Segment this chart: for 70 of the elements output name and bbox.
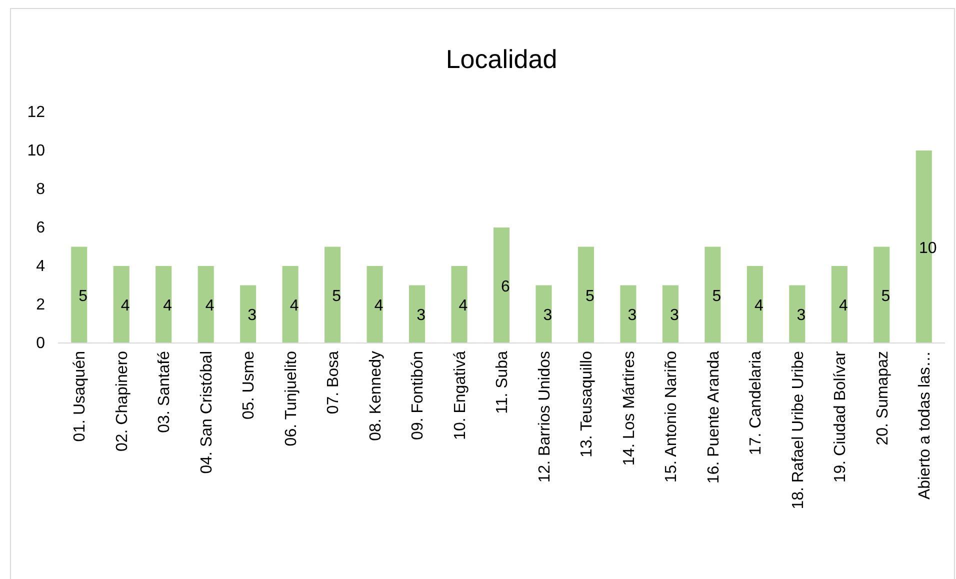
bar bbox=[662, 285, 678, 343]
bar bbox=[282, 266, 298, 343]
bar bbox=[536, 285, 552, 343]
data-label: 3 bbox=[796, 307, 806, 324]
x-tick-label: 18. Rafael Uribe Uribe bbox=[790, 350, 807, 510]
bar bbox=[366, 266, 383, 343]
x-tick-label: 11. Suba bbox=[494, 350, 512, 414]
data-label: 10 bbox=[918, 240, 937, 257]
x-tick-label: 02. Chapinero bbox=[114, 350, 131, 452]
x-tick-label: 08. Kennedy bbox=[367, 351, 384, 441]
data-label: 4 bbox=[120, 298, 130, 314]
data-label: 4 bbox=[754, 298, 764, 314]
data-label: 4 bbox=[290, 298, 299, 314]
x-tick-label: 12. Barrios Unidos bbox=[536, 351, 554, 483]
y-tick-label: 6 bbox=[36, 220, 46, 237]
bar bbox=[789, 285, 806, 343]
data-label: 3 bbox=[248, 307, 257, 324]
bar bbox=[704, 246, 721, 343]
bar bbox=[156, 266, 172, 343]
data-label: 3 bbox=[543, 307, 552, 324]
x-tick-label: 20. Sumapaz bbox=[874, 351, 892, 446]
chart-title: Localidad bbox=[446, 44, 558, 74]
x-tick-label: Abierto a todas las… bbox=[916, 351, 934, 500]
x-tick-label: 03. Santafé bbox=[156, 350, 174, 433]
bar bbox=[198, 266, 214, 343]
bar bbox=[874, 246, 890, 343]
y-tick-label: 10 bbox=[27, 142, 46, 160]
bar bbox=[831, 266, 848, 343]
y-tick-label: 2 bbox=[36, 296, 46, 314]
data-label: 3 bbox=[670, 307, 679, 324]
data-label: 5 bbox=[78, 288, 88, 305]
bar bbox=[240, 285, 256, 343]
x-tick-label: 09. Fontibón bbox=[410, 351, 427, 440]
data-label: 3 bbox=[628, 307, 637, 324]
x-tick-label: 17. Candelaria bbox=[748, 350, 765, 456]
x-tick-label: 14. Los Mártires bbox=[620, 351, 638, 466]
data-label: 4 bbox=[458, 298, 468, 314]
y-tick-label: 0 bbox=[36, 335, 46, 352]
bar bbox=[620, 285, 636, 343]
data-label: 6 bbox=[501, 278, 510, 296]
data-label: 3 bbox=[416, 307, 426, 324]
x-tick-label: 01. Usaquén bbox=[72, 351, 89, 442]
data-label: 5 bbox=[712, 288, 722, 305]
x-tick-label: 05. Usme bbox=[240, 350, 258, 420]
x-tick-label: 06. Tunjuelito bbox=[282, 350, 300, 446]
data-label: 5 bbox=[881, 288, 890, 305]
x-tick-label: 13. Teusaquillo bbox=[578, 350, 596, 458]
x-tick-label: 10. Engativá bbox=[452, 350, 469, 440]
x-tick-label: 04. San Cristóbal bbox=[198, 351, 216, 474]
bar bbox=[451, 266, 468, 343]
y-tick-label: 4 bbox=[36, 258, 46, 276]
x-tick-label: 07. Bosa bbox=[325, 350, 342, 414]
y-tick-label: 12 bbox=[27, 104, 46, 122]
bar bbox=[409, 285, 426, 343]
bar bbox=[113, 266, 130, 343]
x-tick-label: 19. Ciudad Bolívar bbox=[832, 350, 850, 483]
data-label: 5 bbox=[586, 288, 595, 305]
data-label: 4 bbox=[205, 298, 214, 314]
data-label: 4 bbox=[838, 298, 848, 314]
x-tick-label: 16. Puente Aranda bbox=[705, 350, 722, 484]
bar bbox=[578, 246, 594, 343]
data-label: 4 bbox=[374, 298, 384, 314]
x-tick-label: 15. Antonio Nariño bbox=[663, 350, 680, 483]
bar bbox=[493, 228, 510, 343]
y-tick-label: 8 bbox=[36, 181, 46, 198]
bar bbox=[746, 266, 763, 343]
bar bbox=[324, 246, 341, 343]
bar bbox=[71, 246, 88, 343]
data-label: 4 bbox=[163, 298, 172, 314]
data-label: 5 bbox=[332, 288, 342, 305]
